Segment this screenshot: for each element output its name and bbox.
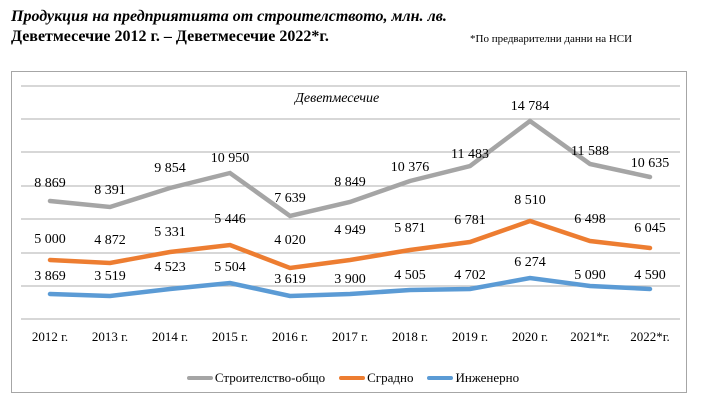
data-label: 11 483 (451, 147, 489, 162)
data-label: 6 274 (514, 255, 546, 270)
x-tick-label: 2021*г. (570, 329, 610, 344)
data-labels: 8 869 8 391 9 854 10 950 7 639 8 849 10 376 11 … (34, 99, 669, 287)
series-line (47, 275, 653, 299)
period-annotation: Деветмесечие (293, 91, 379, 106)
data-label: 14 784 (511, 99, 550, 114)
source-note: *По предварителни данни на НСИ (470, 33, 633, 45)
legend-item-civil: Инженерно (427, 370, 519, 386)
data-label: 5 331 (154, 225, 186, 240)
series-line (47, 218, 653, 271)
data-label: 5 504 (214, 260, 246, 275)
x-tick-label: 2016 г. (272, 329, 308, 344)
data-label: 3 900 (334, 272, 366, 287)
x-tick-label: 2020 г. (512, 329, 548, 344)
chart-subtitle: Деветмесечие 2012 г. – Деветмесечие 2022… (11, 28, 329, 45)
data-label: 3 519 (94, 269, 126, 284)
legend-label: Сградно (367, 370, 414, 385)
data-label: 6 045 (634, 221, 666, 236)
data-label: 9 854 (154, 161, 186, 176)
data-label: 4 523 (154, 260, 186, 275)
x-tick-label: 2012 г. (32, 329, 68, 344)
x-tick-label: 2022*г. (630, 329, 670, 344)
data-label: 4 872 (94, 233, 126, 248)
data-label: 11 588 (571, 144, 609, 159)
series-line (47, 118, 653, 219)
x-tick-label: 2014 г. (152, 329, 188, 344)
data-label: 5 446 (214, 212, 246, 227)
legend-item-total: Строителство-общо (186, 370, 326, 386)
data-label: 4 702 (454, 268, 486, 283)
data-label: 5 000 (34, 232, 66, 247)
data-label: 8 869 (34, 176, 66, 191)
legend-swatch-blue (427, 376, 454, 380)
chart-title: Продукция на предприятията от строителст… (11, 8, 447, 25)
data-label: 8 849 (334, 175, 366, 190)
data-label: 3 619 (274, 272, 306, 287)
data-label: 10 376 (391, 160, 430, 175)
x-tick-label: 2018 г. (392, 329, 428, 344)
legend-label: Строителство-общо (214, 370, 326, 385)
chart-frame (11, 71, 687, 393)
data-label: 4 020 (274, 233, 306, 248)
data-label: 6 498 (574, 212, 606, 227)
legend-label: Инженерно (455, 370, 520, 385)
legend-swatch-orange (339, 376, 366, 380)
legend: Строителство-общо Сградно Инженерно (0, 370, 706, 386)
data-label: 6 781 (454, 213, 486, 228)
x-axis-labels: 2012 г. 2013 г. 2014 г. 2015 г. 2016 г. 2017 … (32, 329, 670, 344)
x-tick-label: 2015 г. (212, 329, 248, 344)
data-label: 4 505 (394, 268, 426, 283)
gridlines (21, 85, 680, 320)
legend-swatch-grey (186, 376, 213, 380)
x-tick-label: 2013 г. (92, 329, 128, 344)
x-tick-label: 2017 г. (332, 329, 368, 344)
series-lines (47, 118, 653, 299)
data-label: 4 949 (334, 223, 366, 238)
data-label: 10 635 (631, 156, 670, 171)
data-label: 4 590 (634, 268, 666, 283)
data-label: 8 391 (94, 183, 126, 198)
x-tick-label: 2019 г. (452, 329, 488, 344)
data-label: 3 869 (34, 269, 66, 284)
data-label: 10 950 (211, 151, 250, 166)
data-label: 8 510 (514, 193, 546, 208)
legend-item-buildings: Сградно (339, 370, 413, 386)
data-label: 7 639 (274, 191, 306, 206)
data-label: 5 871 (394, 221, 426, 236)
data-label: 5 090 (574, 268, 606, 283)
